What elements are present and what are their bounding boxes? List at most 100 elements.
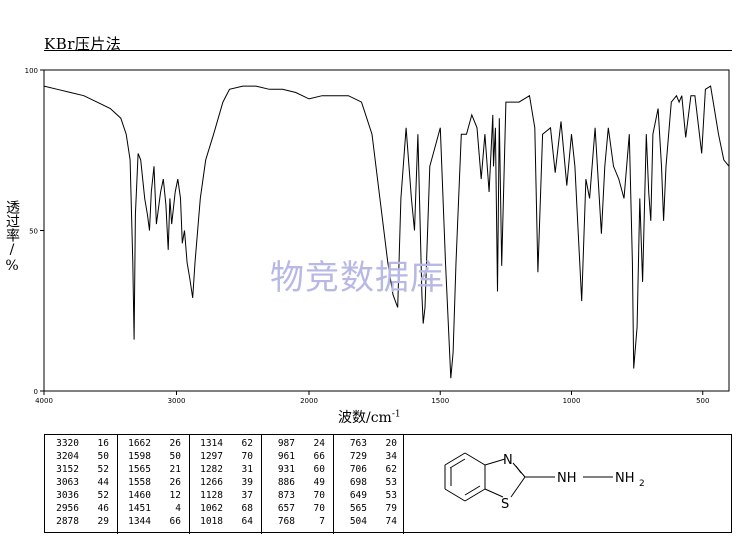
peak-transmittance: 60 [313,464,325,475]
peak-transmittance: 50 [169,451,181,462]
watermark: 物竞数据库 [270,258,445,298]
peak-wavenumber: 1662 [128,438,151,449]
peak-wavenumber: 3152 [56,464,79,475]
peak-table-row: 1598 50 [117,450,189,463]
peak-transmittance: 70 [313,490,325,501]
peak-transmittance: 66 [313,451,325,462]
atom-n-label: N [503,453,513,468]
y-axis-label: 透过率/% [4,200,20,274]
peak-table-row: 504 74 [333,515,403,528]
peak-wavenumber: 1598 [128,451,151,462]
peak-table-row: 768 7 [261,515,333,528]
x-axis-label-exponent: -1 [391,409,401,420]
molecular-structure: N S NH NH 2 [387,435,731,532]
peak-transmittance: 39 [241,477,253,488]
y-tick-label: 0 [34,388,38,396]
peak-transmittance: 12 [169,490,181,501]
peak-wavenumber: 1314 [200,438,223,449]
peak-transmittance: 70 [241,451,253,462]
peak-table-row: 763 20 [333,437,403,450]
peak-table-row: 1565 21 [117,463,189,476]
peak-wavenumber: 1451 [128,503,151,514]
peak-wavenumber: 565 [349,503,367,514]
nh2-label: NH [615,471,635,486]
peak-transmittance: 49 [313,477,325,488]
peak-table-row: 1297 70 [189,450,261,463]
benzothiazole-hydrazine-structure: N S NH NH 2 [444,452,645,512]
peak-transmittance: 46 [97,503,109,514]
x-axis-label-text: 波数/cm [338,410,392,426]
peak-wavenumber: 1018 [200,516,223,527]
peak-table-column: 987 24 961 66 931 60 886 49 873 70 657 70 768 7 [261,435,334,534]
peak-table-row: 3036 52 [45,489,117,502]
peak-wavenumber: 706 [349,464,367,475]
peak-table-row: 3320 16 [45,437,117,450]
peak-transmittance: 62 [241,438,253,449]
x-tick-label: 2000 [300,397,318,405]
peak-table-row: 698 53 [333,476,403,489]
peak-wavenumber: 1344 [128,516,151,527]
x-tick-label: 1500 [431,397,449,405]
plot-frame [43,69,730,392]
peak-table-row: 3204 50 [45,450,117,463]
peak-transmittance: 26 [169,438,181,449]
peak-transmittance: 37 [241,490,253,501]
peak-transmittance: 52 [97,490,109,501]
peak-table-row: 2956 46 [45,502,117,515]
peak-table-row: 961 66 [261,450,333,463]
peak-wavenumber: 504 [349,516,367,527]
peak-wavenumber: 1558 [128,477,151,488]
peak-transmittance: 70 [313,503,325,514]
peak-transmittance: 52 [97,464,109,475]
peak-transmittance: 20 [385,438,397,449]
peak-wavenumber: 1460 [128,490,151,501]
x-tick-label: 1000 [563,397,581,405]
peak-wavenumber: 1062 [200,503,223,514]
peak-wavenumber: 729 [349,451,367,462]
peak-wavenumber: 649 [349,490,367,501]
peak-table-column: 3320 16 3204 50 3152 52 3063 44 3036 52 2956 46 2878… [45,435,118,534]
peak-transmittance: 53 [385,490,397,501]
peak-wavenumber: 2956 [56,503,79,514]
peak-table-row: 1558 26 [117,476,189,489]
peak-table-row: 2878 29 [45,515,117,528]
peak-table-row: 1451 4 [117,502,189,515]
y-tick-label: 100 [25,67,38,75]
peak-table-column: 1662 26 1598 50 1565 21 1558 26 1460 12 1451 4 1344 6… [117,435,190,534]
peak-wavenumber: 987 [277,438,295,449]
peak-transmittance: 68 [241,503,253,514]
peak-wavenumber: 1297 [200,451,223,462]
peak-table-row: 1062 68 [189,502,261,515]
peak-wavenumber: 1565 [128,464,151,475]
peak-transmittance: 62 [385,464,397,475]
peak-table-row: 1018 64 [189,515,261,528]
peak-wavenumber: 3320 [56,438,79,449]
peak-transmittance: 44 [97,477,109,488]
peak-transmittance: 21 [169,464,181,475]
peak-table-row: 649 53 [333,489,403,502]
nh-label: NH [557,471,577,486]
peak-wavenumber: 886 [277,477,295,488]
x-tick-label: 4000 [35,397,53,405]
peak-transmittance: 79 [385,503,397,514]
peak-table-row: 886 49 [261,476,333,489]
spectrum-line [43,85,730,379]
peak-table-row: 657 70 [261,502,333,515]
peak-wavenumber: 3063 [56,477,79,488]
peak-wavenumber: 3204 [56,451,79,462]
x-tick-label: 500 [696,397,709,405]
peak-transmittance: 29 [97,516,109,527]
peak-transmittance: 16 [97,438,109,449]
peak-transmittance: 24 [313,438,325,449]
x-tick-label: 3000 [168,397,186,405]
peak-wavenumber: 657 [277,503,295,514]
peak-table-column: 763 20 729 34 706 62 698 53 649 53 565 79 504 74 [333,435,404,534]
peak-transmittance: 31 [241,464,253,475]
peak-wavenumber: 698 [349,477,367,488]
peak-wavenumber: 763 [349,438,367,449]
nh2-subscript: 2 [639,479,645,489]
peak-table-row: 931 60 [261,463,333,476]
peak-table-row: 1314 62 [189,437,261,450]
peak-wavenumber: 768 [277,516,295,527]
